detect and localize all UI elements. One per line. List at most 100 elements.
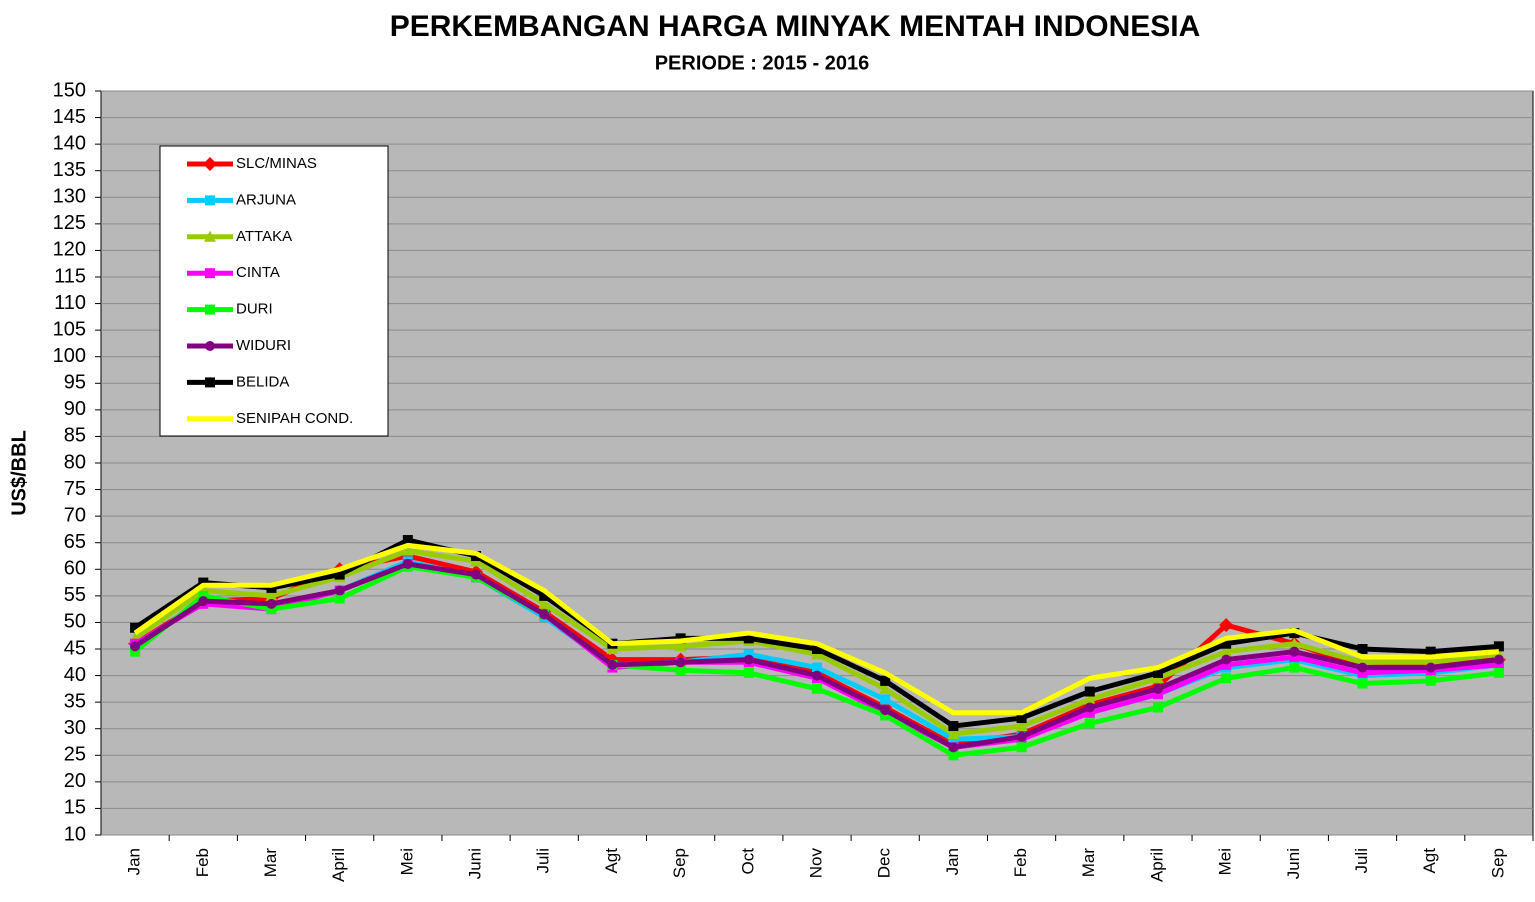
marker [266, 598, 277, 609]
y-tick-label: 125 [53, 212, 86, 234]
marker [812, 662, 822, 673]
legend-label: SENIPAH COND. [236, 410, 353, 427]
y-tick-label: 10 [64, 823, 86, 845]
x-tick-label: Sep [1488, 848, 1507, 878]
marker [880, 694, 891, 705]
series-line [133, 542, 1500, 716]
marker [1493, 654, 1504, 665]
y-tick-label: 30 [64, 717, 86, 739]
y-axis-label: US$/BBL [8, 430, 30, 516]
marker [1152, 683, 1163, 694]
marker [402, 558, 413, 569]
marker [948, 734, 959, 745]
marker [1425, 646, 1436, 657]
marker [675, 633, 686, 644]
marker [334, 593, 345, 604]
marker [1016, 713, 1027, 724]
marker [334, 585, 345, 596]
y-tick-label: 65 [64, 531, 86, 553]
y-tick-label: 150 [53, 79, 86, 101]
y-tick-label: 55 [64, 584, 86, 606]
marker [265, 589, 278, 601]
y-tick-label: 80 [64, 451, 86, 473]
marker [1221, 638, 1232, 649]
marker [1493, 641, 1504, 652]
marker [1289, 662, 1300, 673]
legend-label: WIDURI [236, 337, 291, 354]
x-tick-label: Mei [397, 848, 416, 875]
marker [1016, 742, 1027, 753]
x-tick-label: Mei [1216, 848, 1235, 875]
x-tick-label: Nov [806, 848, 825, 879]
y-tick-label: 130 [53, 186, 86, 208]
marker [1084, 686, 1095, 697]
x-tick-label: Feb [193, 848, 212, 877]
y-tick-label: 20 [64, 770, 86, 792]
marker [743, 667, 754, 678]
marker [947, 728, 960, 740]
x-tick-label: Jan [125, 848, 144, 875]
marker [812, 683, 822, 694]
marker [1357, 662, 1368, 673]
y-tick-label: 120 [53, 239, 86, 261]
y-tick-label: 50 [64, 611, 86, 633]
marker [880, 710, 891, 721]
marker [1084, 707, 1095, 718]
marker [1288, 637, 1301, 649]
marker [743, 649, 754, 660]
marker [607, 659, 618, 670]
marker [812, 644, 822, 654]
y-tick-label: 15 [64, 797, 86, 819]
marker [675, 657, 686, 668]
marker [1152, 689, 1163, 700]
x-tick-label: Agt [602, 848, 621, 874]
legend-label: CINTA [236, 264, 280, 281]
legend-label: ARJUNA [236, 191, 296, 208]
marker [948, 721, 959, 732]
marker [1289, 651, 1300, 662]
marker [402, 535, 413, 546]
marker [1221, 673, 1232, 684]
marker [130, 622, 141, 633]
marker [1221, 659, 1232, 670]
marker [879, 682, 892, 694]
y-tick-label: 105 [53, 318, 86, 340]
x-tick-label: April [1147, 848, 1166, 882]
y-tick-label: 135 [53, 159, 86, 181]
marker [1220, 645, 1233, 657]
y-tick-label: 145 [53, 106, 86, 128]
marker [674, 640, 687, 652]
marker [743, 633, 754, 644]
marker [1357, 667, 1368, 678]
marker [1219, 618, 1234, 633]
legend: SLC/MINAS ARJUNA ATTAKA CINTA DURI WIDURI BELI… [159, 145, 389, 437]
marker [948, 750, 959, 761]
marker [130, 641, 141, 652]
marker [675, 665, 686, 676]
y-tick-label: 35 [64, 690, 86, 712]
x-tick-label: Feb [1011, 848, 1030, 877]
marker [266, 604, 277, 615]
marker [198, 590, 209, 601]
marker [205, 341, 215, 351]
x-tick-label: Agt [1420, 848, 1439, 874]
marker [1493, 667, 1504, 678]
marker [198, 577, 209, 588]
y-tick-label: 90 [64, 398, 86, 420]
marker [204, 230, 216, 242]
chart-subtitle: PERIODE : 2015 - 2016 [655, 52, 870, 74]
x-tick-label: Dec [875, 848, 894, 879]
y-tick-label: 70 [64, 504, 86, 526]
marker [1152, 702, 1163, 713]
marker [1357, 644, 1368, 654]
x-tick-label: Mar [261, 848, 280, 878]
y-tick-label: 85 [64, 425, 86, 447]
x-tick-label: Sep [670, 848, 689, 878]
chart-title: PERKEMBANGAN HARGA MINYAK MENTAH INDONES… [390, 10, 1201, 43]
marker [1015, 720, 1028, 732]
y-tick-label: 60 [64, 558, 86, 580]
marker [539, 609, 550, 620]
marker [1152, 667, 1163, 678]
marker [538, 597, 551, 609]
